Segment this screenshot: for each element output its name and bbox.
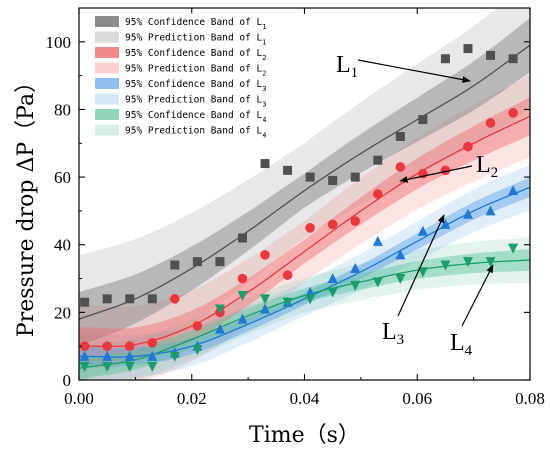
- y-tick-label-1: 20: [54, 303, 71, 322]
- marker-L1-14: [396, 132, 405, 141]
- marker-L1-13: [373, 156, 382, 165]
- marker-L2-8: [260, 250, 270, 260]
- y-axis-title: Pressure drop ΔP（Pa）: [14, 71, 39, 337]
- legend-label-sub-1: 1: [262, 39, 266, 47]
- marker-L2-11: [328, 220, 338, 230]
- marker-L2-9: [283, 270, 293, 280]
- legend-label-sub-7: 4: [262, 132, 266, 140]
- legend-swatch-7: [95, 125, 119, 136]
- marker-L1-16: [441, 54, 450, 63]
- marker-L1-18: [486, 51, 495, 60]
- marker-L2-3: [147, 338, 157, 348]
- x-tick-label-4: 0.08: [515, 389, 545, 408]
- marker-L3-13: [373, 236, 383, 246]
- x-tick-label-0: 0.00: [64, 389, 94, 408]
- marker-L1-12: [351, 173, 360, 182]
- x-tick-label-1: 0.02: [177, 389, 207, 408]
- x-tick-label-2: 0.04: [290, 389, 320, 408]
- marker-L1-11: [328, 176, 337, 185]
- y-tick-label-0: 0: [63, 371, 72, 390]
- legend-label-sub-0: 1: [262, 23, 266, 31]
- x-tick-label-3: 0.06: [402, 389, 432, 408]
- marker-L2-5: [193, 321, 203, 331]
- curve-label-L4: L4: [450, 330, 473, 359]
- legend-swatch-3: [95, 63, 119, 74]
- legend-label-sub-6: 4: [262, 116, 266, 124]
- marker-L1-5: [193, 257, 202, 266]
- legend-swatch-4: [95, 78, 119, 89]
- marker-L1-1: [103, 294, 112, 303]
- marker-L2-1: [102, 341, 112, 351]
- marker-L2-7: [238, 274, 248, 284]
- marker-L1-19: [509, 54, 518, 63]
- marker-L1-3: [148, 294, 157, 303]
- curve-label-L1: L1: [336, 52, 358, 81]
- curve-label-sub-L2: 2: [491, 165, 499, 181]
- y-tick-label-3: 60: [54, 168, 71, 187]
- x-axis-title: Time（s）: [249, 423, 360, 448]
- curve-label-L3: L3: [382, 319, 404, 348]
- marker-L2-17: [463, 142, 473, 152]
- marker-L1-4: [170, 261, 179, 270]
- legend-swatch-0: [95, 16, 119, 27]
- marker-L1-2: [125, 294, 134, 303]
- marker-L2-2: [125, 341, 135, 351]
- marker-L2-10: [305, 223, 315, 233]
- marker-L1-10: [306, 173, 315, 182]
- legend-swatch-6: [95, 109, 119, 120]
- legend-label-sub-2: 2: [262, 54, 266, 62]
- marker-L1-0: [80, 298, 89, 307]
- marker-L2-13: [373, 189, 383, 199]
- marker-L1-15: [418, 115, 427, 124]
- marker-L1-6: [215, 257, 224, 266]
- marker-L2-12: [350, 216, 360, 226]
- marker-L2-18: [486, 118, 496, 128]
- marker-L2-4: [170, 294, 180, 304]
- legend-swatch-1: [95, 32, 119, 43]
- y-tick-label-2: 40: [54, 236, 71, 255]
- y-tick-label-4: 80: [54, 100, 71, 119]
- marker-L1-17: [463, 44, 472, 53]
- curve-label-sub-L1: 1: [351, 65, 359, 81]
- marker-L2-14: [396, 162, 406, 172]
- marker-L1-8: [261, 159, 270, 168]
- marker-L2-19: [508, 108, 518, 118]
- curve-label-sub-L4: 4: [465, 343, 473, 359]
- legend-label-sub-5: 3: [262, 101, 266, 109]
- legend-label-sub-3: 2: [262, 70, 266, 78]
- y-tick-label-5: 100: [46, 33, 72, 52]
- legend-swatch-5: [95, 94, 119, 105]
- curve-label-sub-L3: 3: [397, 332, 405, 348]
- marker-L1-9: [283, 166, 292, 175]
- marker-L1-7: [238, 233, 247, 242]
- legend: 95% Confidence Band of L1 95% Prediction …: [91, 12, 291, 140]
- legend-label-sub-4: 3: [262, 85, 266, 93]
- legend-swatch-2: [95, 47, 119, 58]
